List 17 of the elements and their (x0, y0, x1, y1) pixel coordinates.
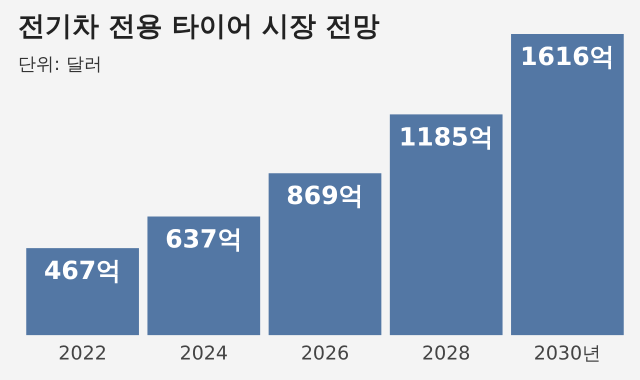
data-label: 637억 (165, 224, 242, 254)
bar (147, 216, 260, 336)
x-tick-label: 2030년 (534, 342, 602, 365)
x-tick-label: 2026 (300, 342, 350, 365)
data-label: 869억 (286, 181, 364, 210)
bar (268, 173, 382, 336)
bar (511, 34, 624, 336)
x-tick-label: 2022 (58, 342, 107, 365)
text: 단위: 달러 (18, 53, 102, 76)
data-label: 467억 (44, 256, 122, 286)
bar (26, 248, 139, 336)
bar (390, 114, 503, 336)
x-tick-label: 2028 (422, 342, 470, 365)
chart-title: 전기차 전용 타이어 시장 전망 (18, 10, 380, 44)
data-label: 1616억 (520, 42, 615, 71)
x-tick-label: 2024 (180, 342, 228, 365)
data-label: 1185억 (398, 122, 494, 152)
